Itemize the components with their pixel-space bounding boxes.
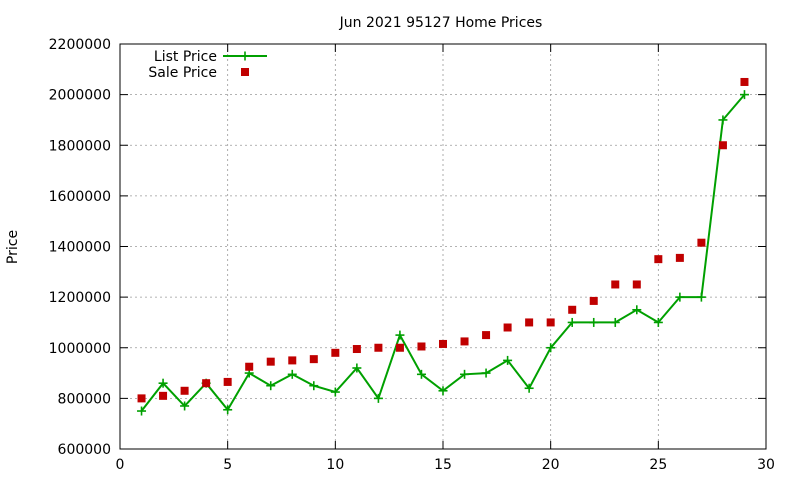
list-price-point [589,317,599,327]
list-price-point [438,386,448,396]
list-price-point [373,393,383,403]
legend-label-sale-price: Sale Price [148,65,217,81]
list-price-point [739,90,749,100]
y-tick-label: 1600000 [49,189,111,205]
x-tick-label: 30 [757,457,775,473]
legend-marker-list-price [240,51,250,61]
list-price-point [567,317,577,327]
list-price-point [395,330,405,340]
sale-price-point [568,305,577,314]
list-price-point [481,368,491,378]
y-axis-label: Price [5,230,21,264]
legend-marker-sale-price [241,68,249,76]
sale-price-point [137,394,146,403]
sale-price-point [374,343,383,352]
list-price-point [330,387,340,397]
y-tick-label: 2000000 [49,88,111,104]
sale-price-point [331,348,340,357]
sale-price-point [245,362,254,371]
list-price-point [158,378,168,388]
list-price-point [416,369,426,379]
sale-price-point [202,379,211,388]
list-price-point [610,317,620,327]
plot-frame [119,43,767,450]
y-tick-label: 1000000 [49,341,111,357]
chart-title: Jun 2021 95127 Home Prices [339,15,543,31]
y-tick-label: 600000 [58,442,111,458]
x-tick-label: 20 [542,457,560,473]
sale-price-point [460,337,469,346]
list-price-point [524,383,534,393]
sale-price-point [223,377,232,386]
sale-price-point [525,318,534,327]
sale-price-point [482,331,491,340]
sale-price-point [159,391,168,400]
list-price-point [696,292,706,302]
sale-price-point [352,345,361,354]
sale-price-point [632,280,641,289]
list-price-point [675,292,685,302]
sale-price-point [589,296,598,305]
y-tick-label: 2200000 [49,37,111,53]
list-price-point [287,369,297,379]
list-price-point [718,115,728,125]
sale-price-point [417,342,426,351]
list-price-point [266,381,276,391]
y-tick-label: 1800000 [49,138,111,154]
x-tick-label: 25 [649,457,667,473]
list-price-point [223,405,233,415]
sale-price-point [697,238,706,247]
sale-price-point [266,357,275,366]
sale-price-point [503,323,512,332]
series-layer [137,77,749,416]
x-tick-label: 0 [116,457,125,473]
sale-price-point [395,343,404,352]
sale-price-point [654,255,663,264]
y-tick-label: 1400000 [49,240,111,256]
sale-price-point [675,253,684,262]
x-tick-label: 15 [434,457,452,473]
sale-price-point [546,318,555,327]
sale-price-point [439,339,447,348]
list-price-point [352,363,362,373]
list-price-point [180,401,190,411]
y-tick-label: 800000 [58,391,111,407]
sale-price-point [718,141,727,150]
list-price-point [632,305,642,315]
sale-price-point [288,356,297,365]
list-price-point [460,369,470,379]
sale-price-point [180,386,189,395]
list-price-point [309,381,319,391]
ticks: 600000 800000 1000000 1200000 1400000 1600000… [49,37,775,473]
list-price-point [653,317,663,327]
sale-price-point [309,355,318,364]
list-price-point [546,343,556,353]
list-price-point [503,355,513,365]
y-tick-label: 1200000 [49,290,111,306]
sale-price-point [611,280,620,289]
x-tick-label: 10 [326,457,344,473]
x-tick-label: 5 [223,457,232,473]
list-price-point [137,406,147,416]
sale-price-point [740,77,749,86]
legend-label-list-price: List Price [154,49,217,65]
